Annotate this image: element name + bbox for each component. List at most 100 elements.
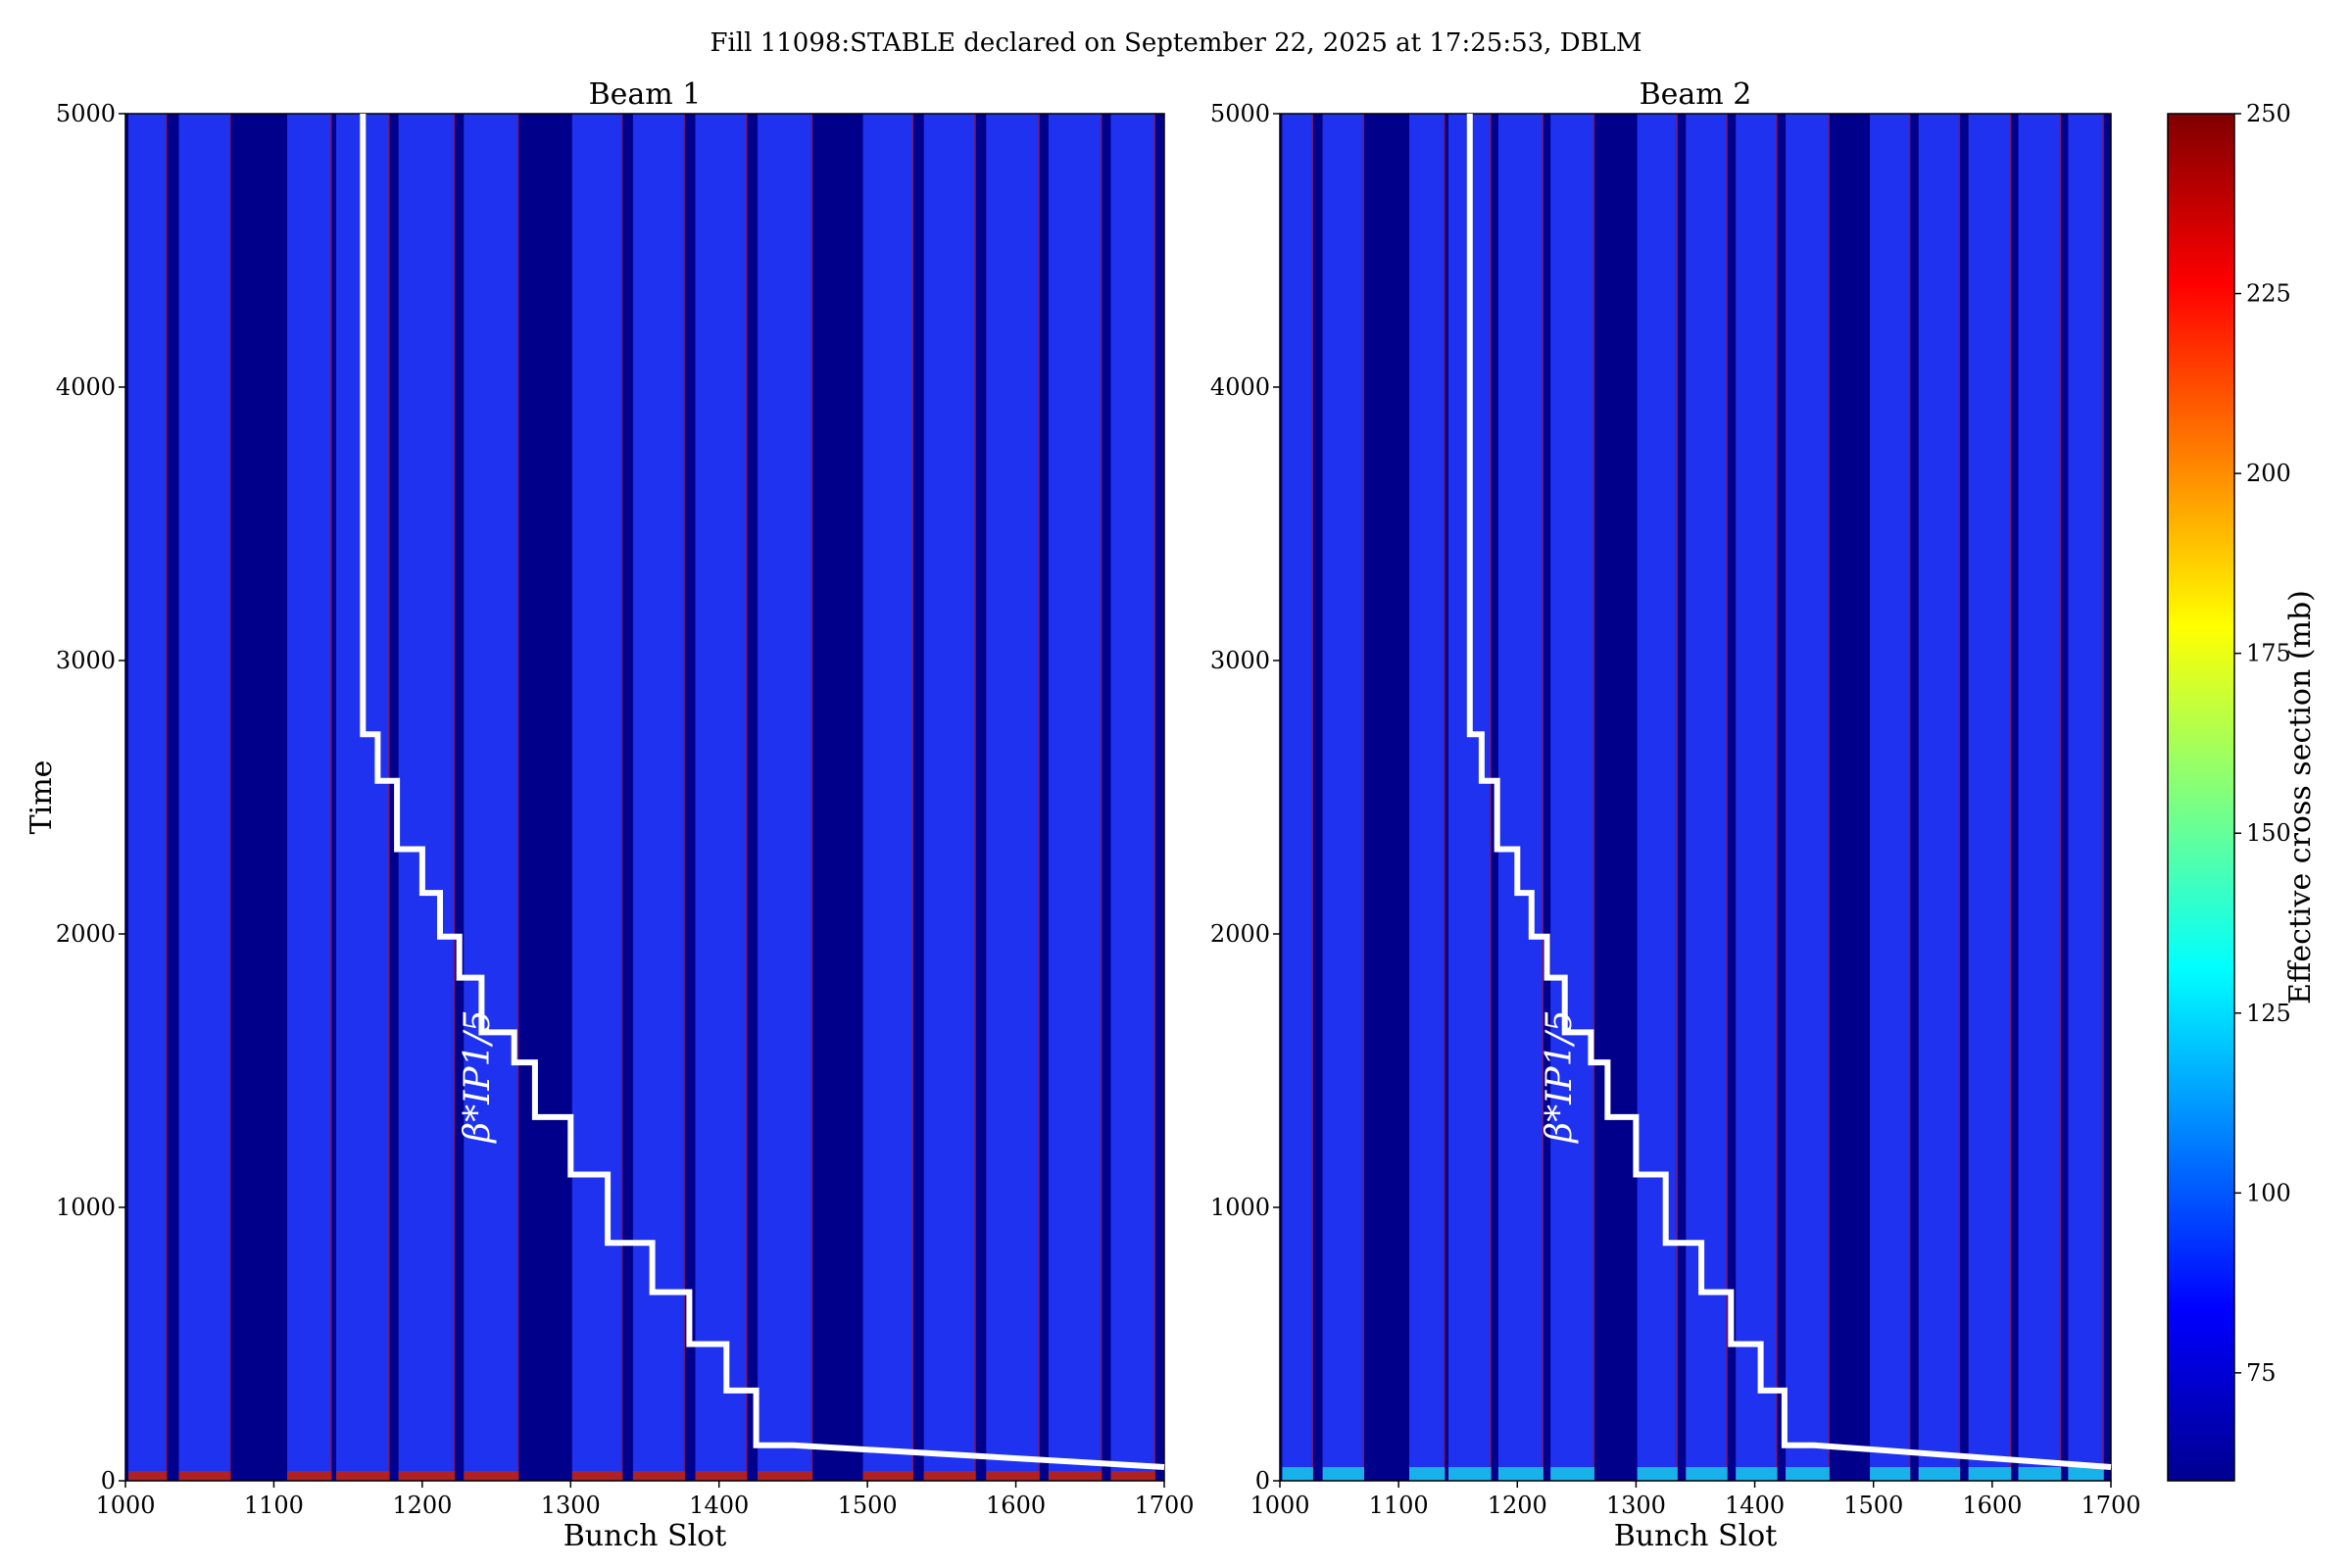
- colorbar-tick-label: 225: [2246, 280, 2291, 308]
- x-tick-label: 1700: [2081, 1492, 2140, 1519]
- bunch-train: [1322, 114, 1365, 1481]
- bunch-train-startup: [128, 1471, 168, 1481]
- bunch-train: [1918, 114, 1961, 1481]
- bunch-train-edge: [1443, 114, 1446, 1481]
- bunch-train: [986, 114, 1040, 1481]
- x-tick-label: 1500: [1843, 1492, 1903, 1519]
- x-tick-label: 1300: [1606, 1492, 1666, 1519]
- bunch-train-edge: [388, 114, 390, 1481]
- bunch-train-edge: [1100, 114, 1102, 1481]
- bunch-train-edge: [1362, 114, 1365, 1481]
- bunch-train-startup: [1322, 1467, 1365, 1481]
- x-tick-label: 1600: [986, 1492, 1046, 1519]
- bunch-train-startup: [1409, 1467, 1446, 1481]
- colorbar-tick-label: 100: [2246, 1179, 2291, 1206]
- bunch-train: [1497, 114, 1544, 1481]
- bunch-train-startup: [336, 1471, 390, 1481]
- bunch-train-edge: [165, 114, 168, 1481]
- x-tick-label: 1000: [95, 1492, 155, 1519]
- bunch-train-startup: [1870, 1467, 1911, 1481]
- bunch-train-startup: [464, 1471, 519, 1481]
- y-tick-label: 0: [101, 1467, 116, 1494]
- bunch-train-startup: [1550, 1467, 1595, 1481]
- bunch-train: [178, 114, 231, 1481]
- bunch-train-startup: [862, 1471, 914, 1481]
- bunch-train-edge: [1676, 114, 1678, 1481]
- bunch-train-edge: [1776, 114, 1778, 1481]
- colorbar-tick-label: 75: [2246, 1359, 2277, 1387]
- x-tick-label: 1700: [1134, 1492, 1194, 1519]
- y-tick-label: 5000: [1210, 100, 1270, 127]
- bunch-train-edge: [229, 114, 231, 1481]
- beam-1-panel: 1000 1100 1200 1300 1400 1500 1600 170001000200…: [24, 77, 1195, 1553]
- axes-frame: [124, 113, 1165, 1482]
- bunch-train: [2018, 114, 2062, 1481]
- bunch-train: [287, 114, 332, 1481]
- x-tick-label: 1300: [541, 1492, 601, 1519]
- bunch-train-startup: [1968, 1467, 2012, 1481]
- bunch-train: [632, 114, 685, 1481]
- y-tick-label: 2000: [1210, 920, 1270, 948]
- bunch-train: [923, 114, 976, 1481]
- y-tick-label: 4000: [56, 373, 116, 401]
- bunch-train: [1282, 114, 1313, 1481]
- x-tick-label: 1200: [1488, 1492, 1547, 1519]
- y-tick-label: 3000: [1210, 647, 1270, 674]
- x-tick-label: 1100: [1369, 1492, 1429, 1519]
- bunch-train-edge: [1311, 114, 1313, 1481]
- bunch-train-startup: [1110, 1471, 1155, 1481]
- bunch-train-edge: [911, 114, 914, 1481]
- bunch-train-startup: [1918, 1467, 1961, 1481]
- panel-title: Beam 2: [1640, 77, 1752, 112]
- bunch-train-edge: [2059, 114, 2062, 1481]
- bunch-train: [1048, 114, 1102, 1481]
- bunch-train-edge: [2102, 114, 2104, 1481]
- bunch-train-startup: [178, 1471, 231, 1481]
- y-tick-label: 2000: [56, 920, 116, 948]
- y-tick-label: 0: [1255, 1467, 1270, 1494]
- bunch-train: [862, 114, 914, 1481]
- bunch-train-startup: [1637, 1467, 1678, 1481]
- bunch-train: [1736, 114, 1778, 1481]
- beta-star-annotation: β*IP1/5: [458, 1009, 498, 1144]
- bunch-train: [398, 114, 456, 1481]
- bunch-train-edge: [1908, 114, 1911, 1481]
- bunch-train-edge: [620, 114, 623, 1481]
- bunch-train-startup: [1786, 1467, 1830, 1481]
- bunch-train: [2068, 114, 2104, 1481]
- bunch-train: [128, 114, 168, 1481]
- colorbar-tick-label: 250: [2246, 100, 2291, 127]
- bunch-train-startup: [695, 1471, 748, 1481]
- bunch-train: [1110, 114, 1155, 1481]
- x-tick-label: 1400: [689, 1492, 749, 1519]
- y-tick-label: 1000: [56, 1194, 116, 1221]
- bunch-train-startup: [1048, 1471, 1102, 1481]
- figure-title: Fill 11098:STABLE declared on September …: [710, 28, 1642, 58]
- beta-star-step-line: [360, 114, 1165, 1470]
- x-tick-label: 1400: [1725, 1492, 1785, 1519]
- bunch-train-edge: [1592, 114, 1595, 1481]
- x-tick-label: 1200: [392, 1492, 452, 1519]
- bunch-train-startup: [287, 1471, 332, 1481]
- bunch-train-edge: [1490, 114, 1492, 1481]
- bunch-train-edge: [1828, 114, 1830, 1481]
- bunch-train-startup: [1497, 1467, 1544, 1481]
- bunch-train-edge: [516, 114, 519, 1481]
- bunch-train: [1637, 114, 1678, 1481]
- bunch-train-startup: [2068, 1467, 2104, 1481]
- colorbar: 75 100 125 150 175 200 225 250 Effective cross s…: [2167, 100, 2318, 1482]
- beta-star-step-line: [1466, 114, 2112, 1470]
- bunch-train-startup: [398, 1471, 456, 1481]
- x-tick-label: 1100: [244, 1492, 304, 1519]
- bunch-train: [464, 114, 519, 1481]
- bunch-train-edge: [2009, 114, 2012, 1481]
- bunch-train-startup: [1736, 1467, 1778, 1481]
- bunch-train: [695, 114, 748, 1481]
- y-tick-label: 3000: [56, 647, 116, 674]
- x-tick-label: 1600: [1962, 1492, 2022, 1519]
- beam-2-panel: 1000 1100 1200 1300 1400 1500 1600 170001000200…: [1210, 77, 2141, 1553]
- panel-title: Beam 1: [589, 77, 702, 112]
- bunch-train-edge: [453, 114, 456, 1481]
- bunch-train-startup: [1282, 1467, 1313, 1481]
